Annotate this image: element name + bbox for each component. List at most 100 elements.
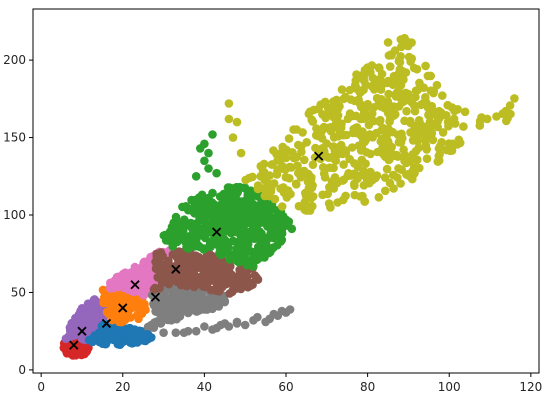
data-point-outlier [204,164,213,173]
data-point-cluster-6 [163,315,173,325]
data-point-outlier [228,133,238,142]
data-point-cluster-9 [345,109,355,118]
data-point-cluster-9 [329,112,338,122]
data-point-cluster-9 [289,153,299,163]
data-point-cluster-9 [326,153,335,162]
data-point-cluster-9 [402,36,411,46]
data-point-cluster-9 [339,130,348,140]
data-point-cluster-6 [156,319,165,328]
data-point-cluster-9 [414,116,424,125]
data-point-outlier [200,156,209,166]
data-point-cluster-7 [197,257,206,267]
data-point-cluster-9 [411,86,421,96]
data-point-cluster-5 [140,287,150,297]
x-axis: 0 20 40 60 80 100 120 [37,373,542,394]
data-point-cluster-7 [217,277,226,286]
data-point-cluster-8 [228,250,237,260]
data-point-cluster-2 [77,304,87,313]
data-point-cluster-3 [127,327,136,336]
data-point-cluster-9 [413,136,423,146]
data-point-cluster-9 [355,88,365,97]
data-point-cluster-7 [214,287,224,296]
y-tick-label: 150 [3,131,26,145]
data-point-cluster-2 [71,329,80,338]
data-point-cluster-9 [350,96,360,106]
data-point-cluster-9 [293,161,302,170]
data-point-cluster-8 [232,183,242,192]
data-point-cluster-9 [385,141,394,150]
data-point-cluster-6 [195,292,205,301]
data-point-cluster-8 [247,260,256,270]
data-point-cluster-9 [279,184,288,193]
data-point-cluster-7 [153,272,163,282]
data-point-cluster-9 [362,148,371,157]
data-point-cluster-9 [253,181,263,190]
data-point-cluster-7 [195,273,205,282]
data-point-cluster-9 [419,83,429,92]
data-point-outlier [236,148,246,158]
data-point-cluster-9 [389,102,399,111]
x-tick-label: 60 [278,380,293,394]
data-point-cluster-8 [221,223,230,232]
data-point-cluster-9 [304,109,314,119]
data-point-cluster-8 [236,245,245,255]
data-point-cluster-9 [321,113,330,123]
data-point-outlier [232,117,242,127]
data-point-cluster-4 [108,315,117,325]
data-point-cluster-9 [422,145,432,154]
centroid-marker-2 [77,326,87,336]
data-point-outlier [253,312,262,322]
data-point-cluster-5 [133,272,142,281]
data-point-cluster-9 [459,122,468,131]
data-point-cluster-9 [453,105,463,114]
data-point-cluster-6 [220,296,230,306]
y-axis: 0 50 100 150 200 [3,53,33,377]
data-point-cluster-8 [181,202,191,211]
centroid-marker-5 [130,280,140,290]
data-point-cluster-8 [200,196,209,206]
data-point-outlier [171,328,181,338]
centroid-marker-6 [150,292,161,302]
y-tick-label: 0 [18,363,26,377]
data-point-cluster-9 [389,184,398,193]
data-point-cluster-9 [381,186,390,196]
data-point-cluster-8 [254,202,263,211]
data-point-cluster-9 [399,145,408,154]
data-point-cluster-9 [422,154,432,163]
data-point-cluster-8 [240,183,250,192]
data-point-cluster-9 [475,121,485,130]
y-tick-label: 100 [3,208,26,222]
data-point-cluster-8 [252,247,261,256]
data-point-cluster-2 [89,295,99,305]
y-tick-label: 50 [11,285,26,299]
data-point-cluster-6 [148,321,158,330]
data-point-cluster-9 [241,175,250,185]
data-point-cluster-8 [241,230,251,239]
data-point-cluster-3 [101,339,111,349]
data-point-cluster-9 [366,171,375,180]
data-point-cluster-9 [314,104,323,114]
data-point-cluster-9 [389,71,399,81]
data-point-cluster-9 [397,165,407,174]
data-point-cluster-9 [426,86,436,95]
data-point-cluster-8 [266,228,276,237]
data-point-cluster-9 [501,106,511,116]
data-point-cluster-5 [138,279,148,289]
data-point-cluster-7 [245,281,255,291]
data-point-cluster-9 [406,128,415,137]
data-point-cluster-9 [284,134,294,143]
centroid-marker-4 [118,303,128,313]
data-point-cluster-9 [268,160,277,169]
data-point-cluster-4 [116,316,125,326]
data-point-cluster-9 [410,121,419,131]
data-point-cluster-7 [189,257,199,267]
data-point-cluster-9 [272,170,282,179]
data-point-cluster-9 [384,89,393,99]
data-point-cluster-9 [372,128,381,138]
data-point-cluster-6 [169,300,179,309]
data-point-cluster-9 [392,150,401,160]
data-point-cluster-9 [352,123,362,132]
data-point-cluster-9 [382,78,392,88]
data-point-cluster-9 [300,197,310,207]
data-point-cluster-9 [396,137,406,147]
